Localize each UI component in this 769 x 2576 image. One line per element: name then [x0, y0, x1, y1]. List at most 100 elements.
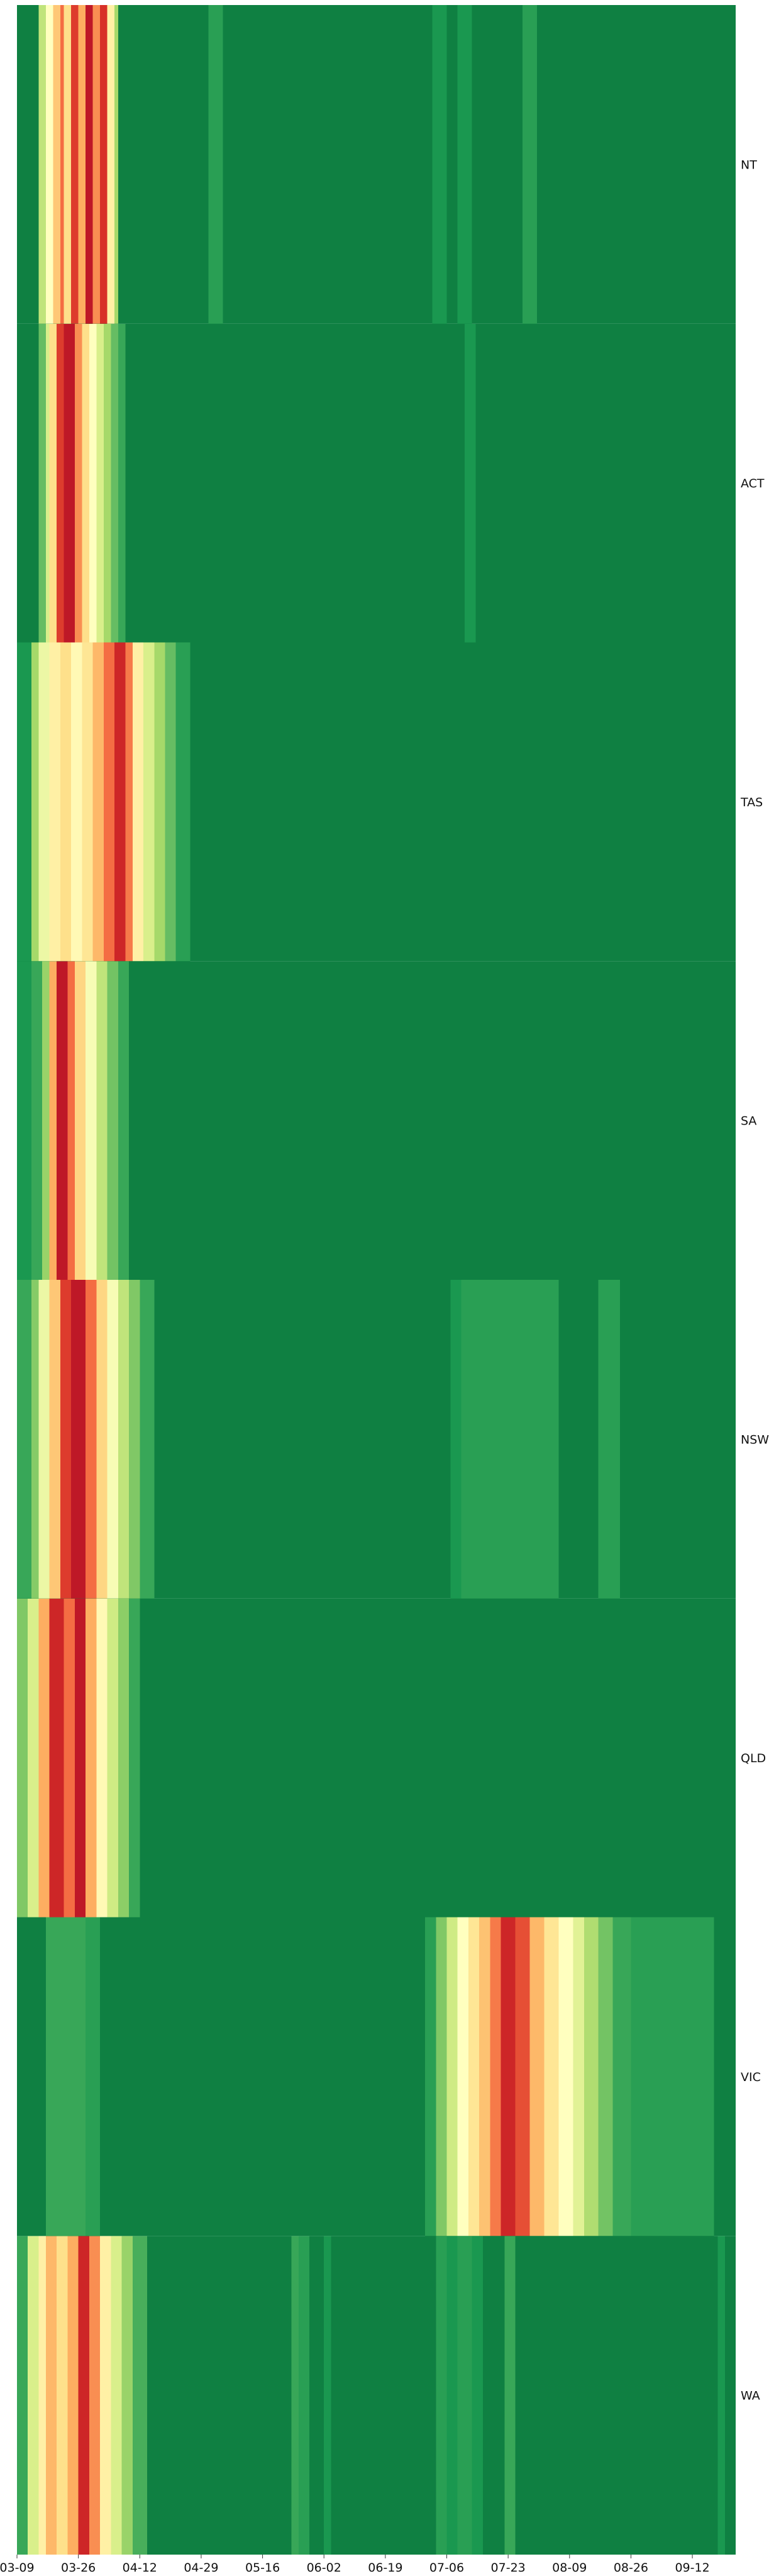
- x-tick-label-6: 06-19: [368, 2561, 402, 2575]
- heatmap-cell-wa-11: [132, 2236, 147, 2555]
- heatmap-cell-nsw-8: [107, 1280, 118, 1599]
- heatmap-cell-nsw-5: [71, 1280, 86, 1599]
- heatmap-cell-vic-8: [490, 1917, 501, 2236]
- heatmap-row-sa: [17, 961, 736, 1280]
- heatmap-cell-tas-3: [49, 642, 60, 962]
- heatmap-cell-vic-9: [501, 1917, 516, 2236]
- row-label-tas: TAS: [740, 796, 763, 809]
- x-tick-label-7: 07-06: [429, 2561, 464, 2575]
- heatmap-cell-nt-5: [71, 5, 79, 324]
- heatmap-cell-act-3: [57, 323, 64, 643]
- heatmap-cell-nt-13: [432, 5, 447, 324]
- heatmap-cell-act-2: [49, 323, 57, 643]
- heatmap-cell-qld-3: [49, 1598, 64, 1918]
- x-tick-label-3: 04-29: [184, 2561, 218, 2575]
- heatmap-cell-vic-13: [558, 1917, 573, 2236]
- row-label-wa: WA: [741, 2389, 760, 2403]
- heatmap-cell-tas-10: [125, 642, 133, 962]
- heatmap-cell-vic-16: [598, 1917, 613, 2236]
- heatmap-cell-nt-2: [53, 5, 60, 324]
- x-tick-label-0: 03-09: [0, 2561, 35, 2575]
- heatmap-cell-wa-4: [57, 2236, 68, 2555]
- heatmap-cell-tas-4: [60, 642, 72, 962]
- heatmap-cell-wa-2: [38, 2236, 46, 2555]
- heatmap-cell-act-12: [465, 323, 476, 643]
- heatmap-cell-qld-8: [107, 1598, 118, 1918]
- heatmap-cell-nsw-6: [86, 1280, 97, 1599]
- heatmap-cell-nsw-14: [598, 1280, 621, 1599]
- heatmap-cell-tas-6: [82, 642, 93, 962]
- heatmap-cell-act-10: [111, 323, 118, 643]
- heatmap-cell-nsw-3: [49, 1280, 60, 1599]
- heatmap-cell-wa-12: [291, 2236, 299, 2555]
- heatmap-cell-wa-15: [436, 2236, 447, 2555]
- heatmap-cell-sa-8: [96, 961, 108, 1280]
- heatmap-cell-tas-14: [165, 642, 176, 962]
- heatmap-cell-vic-17: [612, 1917, 631, 2236]
- heatmap-cell-qld-10: [129, 1598, 140, 1918]
- heatmap-cell-vic-3: [436, 1917, 447, 2236]
- heatmap-cell-tas-5: [71, 642, 82, 962]
- heatmap-cell-nsw-12: [450, 1280, 462, 1599]
- x-tick-label-10: 08-26: [614, 2561, 648, 2575]
- heatmap-cell-nt-12: [208, 5, 223, 324]
- heatmap-cell-act-0: [38, 323, 46, 643]
- heatmap-cell-wa-9: [111, 2236, 122, 2555]
- x-tick-label-11: 09-12: [675, 2561, 709, 2575]
- row-label-sa: SA: [741, 1114, 756, 1128]
- heatmap-cell-wa-16: [446, 2236, 458, 2555]
- heatmap-cell-nsw-13: [461, 1280, 559, 1599]
- heatmap-cell-tas-15: [175, 642, 191, 962]
- heatmap-cell-qld-1: [28, 1598, 39, 1918]
- heatmap-cell-wa-17: [457, 2236, 472, 2555]
- heatmap-cell-wa-19: [504, 2236, 516, 2555]
- heatmap-cell-qld-0: [17, 1598, 28, 1918]
- heatmap-cell-wa-3: [45, 2236, 57, 2555]
- heatmap-cell-nsw-4: [60, 1280, 72, 1599]
- heatmap-cell-wa-8: [100, 2236, 111, 2555]
- heatmap-cell-sa-6: [74, 961, 86, 1280]
- heatmap-cell-tas-12: [143, 642, 155, 962]
- heatmap-cell-nsw-7: [96, 1280, 108, 1599]
- heatmap-cell-tas-9: [114, 642, 126, 962]
- x-tick-label-4: 05-16: [245, 2561, 280, 2575]
- heatmap-plot-area: [17, 5, 736, 2555]
- heatmap-cell-sa-7: [86, 961, 97, 1280]
- heatmap-cell-nsw-10: [129, 1280, 140, 1599]
- x-tick-label-2: 04-12: [123, 2561, 157, 2575]
- row-label-nt: NT: [741, 158, 757, 172]
- heatmap-cell-sa-0: [17, 961, 31, 1280]
- heatmap-cell-sa-9: [107, 961, 118, 1280]
- heatmap-cell-qld-7: [96, 1598, 108, 1918]
- heatmap-cell-wa-0: [17, 2236, 28, 2555]
- heatmap-cell-wa-5: [67, 2236, 79, 2555]
- x-axis: 03-09 03-26 04-12 04-29 05-16 06-02 06-19 07-06…: [0, 2555, 710, 2575]
- heatmap-cell-vic-4: [446, 1917, 458, 2236]
- heatmap-cell-nt-9: [100, 5, 108, 324]
- heatmap-cell-nt-7: [86, 5, 93, 324]
- heatmap-cell-qld-4: [64, 1598, 75, 1918]
- heatmap-cell-vic-15: [584, 1917, 599, 2236]
- row-label-qld: QLD: [741, 1752, 766, 1765]
- heatmap-cell-qld-5: [74, 1598, 86, 1918]
- heatmap-cell-nt-10: [107, 5, 115, 324]
- row-labels: NT ACT TAS SA NSW QLD VIC WA: [740, 158, 769, 2402]
- heatmap-cell-tas-2: [38, 642, 50, 962]
- heatmap-cell-sa-4: [57, 961, 68, 1280]
- heatmap-cell-tas-8: [103, 642, 115, 962]
- row-label-vic: VIC: [741, 2070, 761, 2084]
- heatmap-cell-tas-7: [92, 642, 104, 962]
- heatmap-cell-act-9: [103, 323, 111, 643]
- heatmap-cell-vic-6: [468, 1917, 480, 2236]
- heatmap-cell-act-4: [64, 323, 75, 643]
- heatmap-cell-vic-2: [425, 1917, 436, 2236]
- heatmap-cell-nsw-9: [118, 1280, 130, 1599]
- heatmap-cell-nt-4: [64, 5, 72, 324]
- heatmap-cell-act-8: [96, 323, 104, 643]
- heatmap-cell-act-1: [45, 323, 50, 643]
- heatmap-cell-wa-14: [324, 2236, 331, 2555]
- heatmap-cell-nsw-0: [17, 1280, 31, 1599]
- row-label-act: ACT: [741, 477, 765, 491]
- heatmap-cell-wa-7: [89, 2236, 101, 2555]
